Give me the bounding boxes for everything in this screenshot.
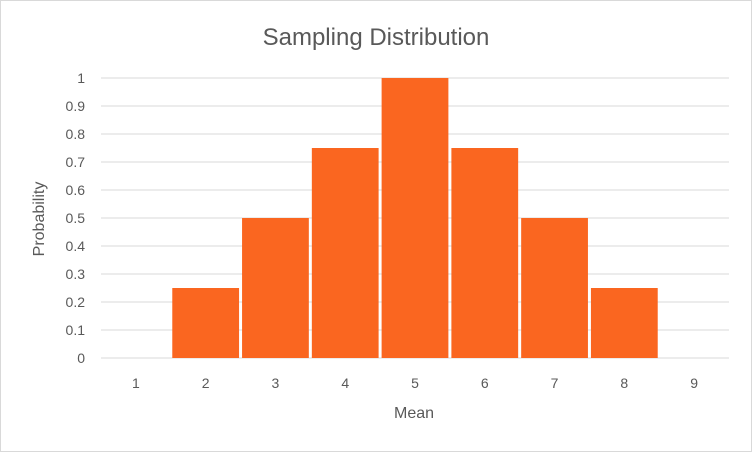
y-tick-label: 0.9 bbox=[66, 98, 86, 114]
x-tick-label: 3 bbox=[272, 375, 280, 391]
chart-title: Sampling Distribution bbox=[263, 24, 490, 51]
x-tick-label: 6 bbox=[481, 375, 489, 391]
x-axis-ticks: 1 2 3 4 5 6 7 8 9 bbox=[132, 375, 698, 391]
y-tick-label: 0.2 bbox=[66, 294, 86, 310]
x-tick-label: 5 bbox=[411, 375, 419, 391]
x-tick-label: 8 bbox=[620, 375, 628, 391]
y-tick-label: 0.5 bbox=[66, 210, 86, 226]
x-tick-label: 2 bbox=[202, 375, 210, 391]
x-axis-label: Mean bbox=[394, 405, 434, 422]
bar-5 bbox=[381, 78, 449, 358]
y-tick-label: 0 bbox=[77, 350, 85, 366]
y-tick-label: 0.7 bbox=[66, 154, 86, 170]
y-tick-label: 0.4 bbox=[66, 238, 86, 254]
x-tick-label: 4 bbox=[341, 375, 349, 391]
y-tick-label: 0.8 bbox=[66, 126, 86, 142]
x-tick-label: 7 bbox=[551, 375, 559, 391]
bar-6 bbox=[451, 148, 519, 358]
y-axis-ticks: 0 0.1 0.2 0.3 0.4 0.5 0.6 0.7 0.8 0.9 1 bbox=[66, 70, 86, 366]
bar-3 bbox=[242, 218, 309, 358]
bar-7 bbox=[521, 218, 588, 358]
y-tick-label: 0.3 bbox=[66, 266, 86, 282]
bar-8 bbox=[590, 288, 658, 358]
y-tick-label: 0.6 bbox=[66, 182, 86, 198]
x-tick-label: 1 bbox=[132, 375, 140, 391]
bar-2 bbox=[172, 288, 240, 358]
x-tick-label: 9 bbox=[690, 375, 698, 391]
y-tick-label: 1 bbox=[77, 70, 85, 86]
bar-4 bbox=[311, 148, 379, 358]
bars bbox=[172, 78, 658, 358]
y-tick-label: 0.1 bbox=[66, 322, 86, 338]
y-axis-label: Probability bbox=[31, 182, 48, 257]
